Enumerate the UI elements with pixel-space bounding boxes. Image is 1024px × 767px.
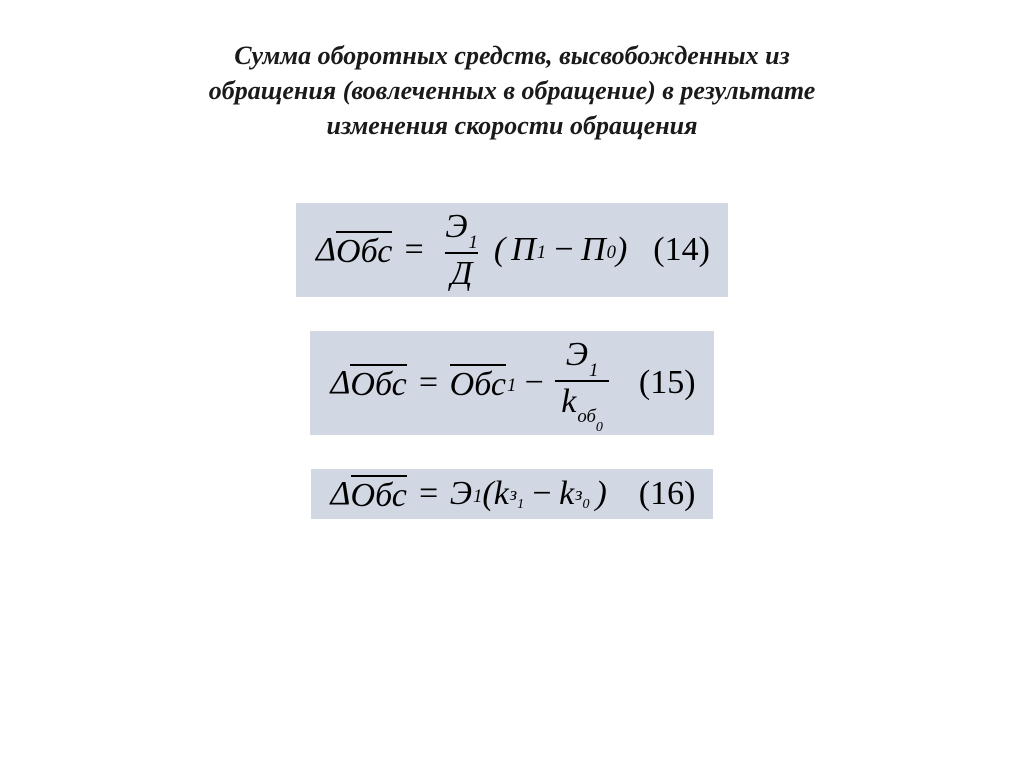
sub-z: з: [510, 484, 517, 505]
equals: =: [417, 475, 440, 513]
sub-1: 1: [589, 360, 598, 381]
sub-z0: з0: [575, 484, 589, 510]
sym-P: П: [581, 231, 606, 269]
sub-0: 0: [607, 242, 616, 264]
sub-1: 1: [469, 232, 478, 253]
formula-list: Δ Обс = Э1 Д (П1 − П0) (14) Δ Обс =: [0, 203, 1024, 519]
slide-title: Сумма оборотных средств, высвобожденных …: [0, 38, 1024, 143]
sub-1: 1: [537, 242, 546, 264]
formula-14: Δ Обс = Э1 Д (П1 − П0) (14): [296, 203, 728, 297]
title-line-3: изменения скорости обращения: [327, 111, 698, 140]
subsub-1: 1: [517, 497, 524, 512]
title-line-1: Сумма оборотных средств, высвобожденных …: [234, 41, 790, 70]
denominator: kоб0: [555, 380, 609, 429]
obs-bar-rhs: Обс: [450, 364, 506, 402]
sym-E: Э: [450, 475, 472, 513]
sym-k: k: [561, 383, 576, 420]
subsub-0: 0: [596, 420, 603, 435]
equals: =: [417, 364, 440, 402]
title-line-2: обращения (вовлеченных в обращение) в ре…: [209, 76, 816, 105]
delta-symbol: Δ: [316, 231, 336, 269]
eq-number-14: (14): [653, 231, 710, 269]
delta-symbol: Δ: [331, 475, 351, 513]
formula-14-body: Δ Обс = Э1 Д (П1 − П0): [316, 209, 627, 291]
rparen: ): [595, 475, 606, 513]
formula-16-body: Δ Обс = Э1 (kз1 − kз0 ): [331, 475, 613, 513]
obs-bar: Обс: [350, 364, 406, 402]
sub-1: 1: [507, 375, 516, 397]
lparen: (: [482, 475, 493, 513]
minus: −: [552, 231, 575, 269]
formula-15-body: Δ Обс = Обс 1 − Э1 kоб0: [330, 337, 612, 429]
sym-obs: Обс: [450, 366, 506, 403]
eq-number-15: (15): [639, 364, 696, 402]
sym-E: Э: [566, 336, 588, 373]
sym-k: k: [559, 475, 574, 513]
sym-P: П: [511, 231, 536, 269]
sub-1: 1: [473, 486, 482, 508]
formula-16: Δ Обс = Э1 (kз1 − kз0 ) (16): [311, 469, 714, 519]
delta-symbol: Δ: [330, 364, 350, 402]
lparen: (: [494, 231, 505, 269]
eq-number-16: (16): [639, 475, 696, 513]
sub-ob: об: [577, 406, 596, 427]
minus: −: [522, 364, 545, 402]
numerator: Э1: [439, 209, 484, 251]
formula-15: Δ Обс = Обс 1 − Э1 kоб0 (15): [310, 331, 713, 435]
sub-z1: з1: [510, 484, 524, 510]
fraction-E1-over-D: Э1 Д: [439, 209, 484, 291]
obs-bar: Обс: [351, 475, 407, 513]
numerator: Э1: [560, 337, 605, 379]
denominator: Д: [445, 252, 479, 292]
sub-ob0: об0: [577, 406, 603, 427]
minus: −: [530, 475, 553, 513]
sym-E: Э: [445, 208, 467, 245]
fraction-E1-over-kob0: Э1 kоб0: [555, 337, 609, 429]
sym-k: k: [494, 475, 509, 513]
slide: Сумма оборотных средств, высвобожденных …: [0, 0, 1024, 767]
rparen: ): [616, 231, 627, 269]
equals: =: [402, 231, 425, 269]
obs-bar: Обс: [336, 231, 392, 269]
subsub-0: 0: [582, 497, 589, 512]
